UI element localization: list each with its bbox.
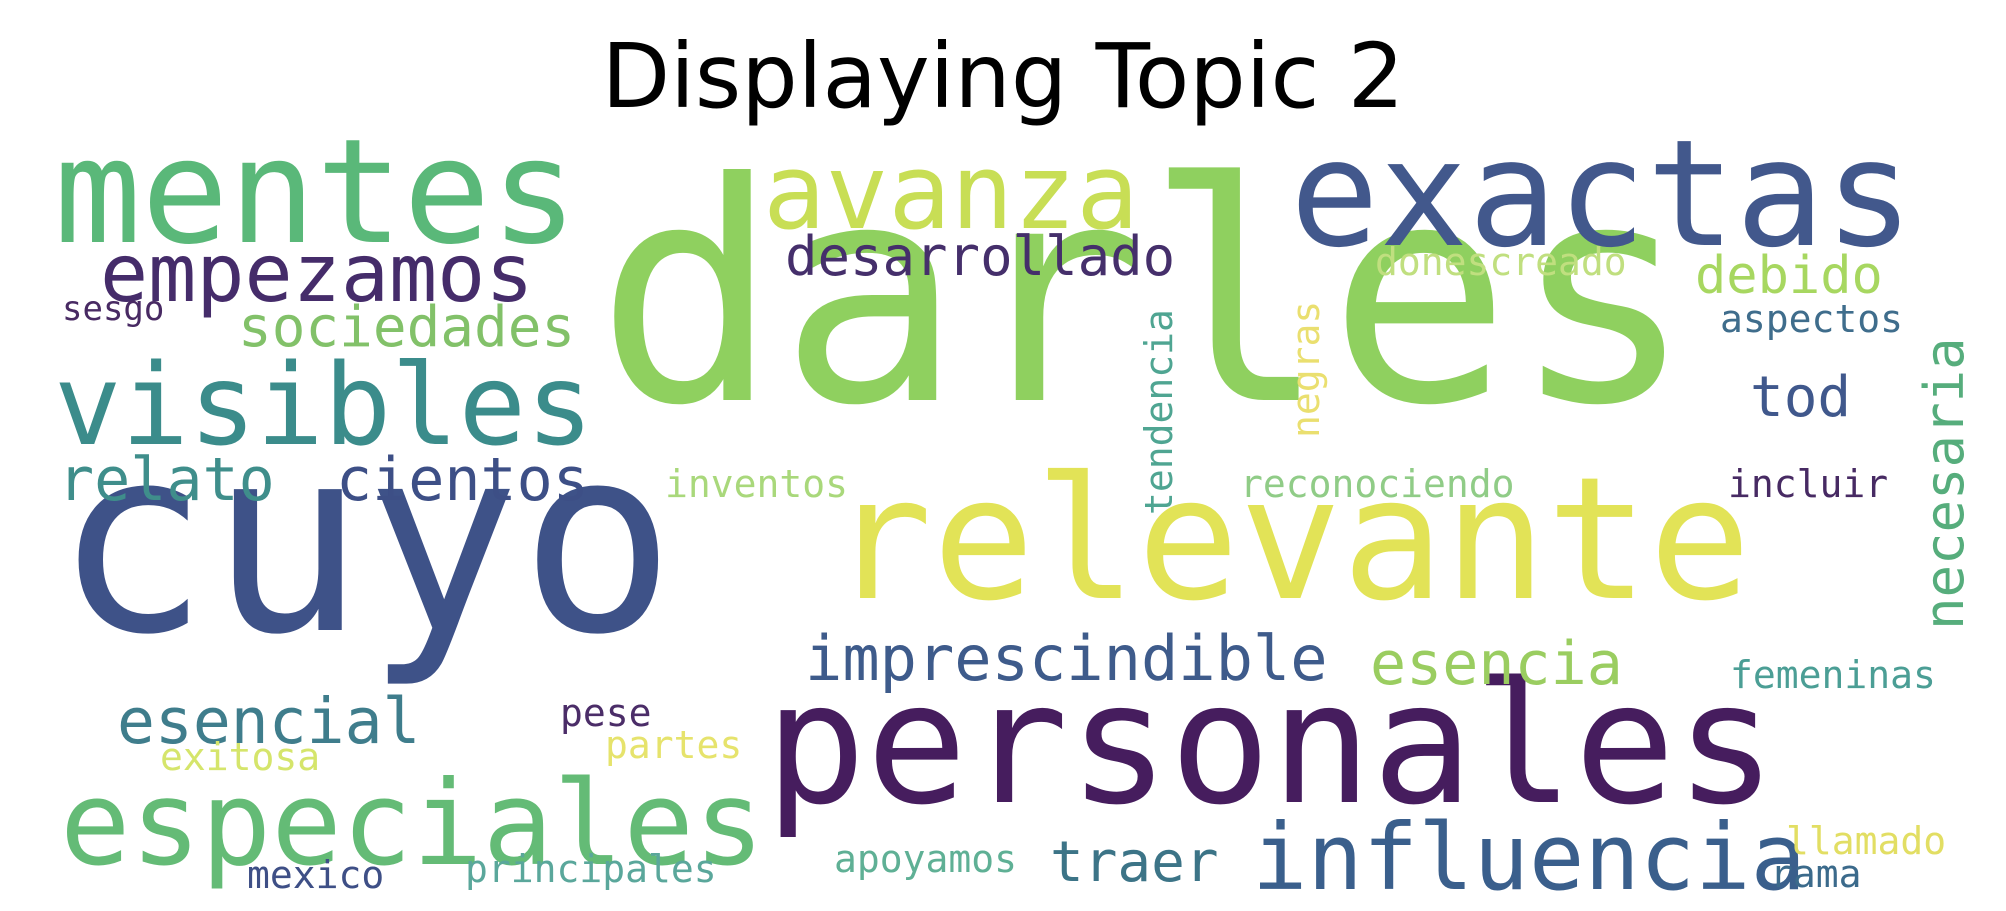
cloud-word-darles: darles	[596, 118, 1695, 472]
cloud-word-empezamos: empezamos	[100, 227, 534, 320]
cloud-word-cientos: cientos	[336, 445, 589, 515]
cloud-word-cuyo: cuyo	[54, 391, 676, 691]
cloud-word-relevante: relevante	[830, 441, 1752, 639]
cloud-word-avanza: avanza	[763, 131, 1139, 253]
cloud-word-mentes: mentes	[54, 108, 578, 277]
cloud-word-principales: principales	[465, 847, 717, 891]
cloud-word-debido: debido	[1695, 246, 1883, 306]
cloud-word-mexico: mexico	[247, 853, 385, 897]
cloud-word-partes: partes	[605, 723, 743, 767]
cloud-word-traer: traer	[1050, 830, 1219, 895]
cloud-word-personales: personales	[765, 646, 1777, 842]
cloud-word-desarrollado: desarrollado	[785, 225, 1176, 288]
chart-title: Displaying Topic 2	[601, 24, 1405, 128]
cloud-word-llamado: llamado	[1786, 819, 1947, 863]
cloud-word-negras: negras	[1284, 300, 1328, 438]
cloud-word-exactas: exactas	[1290, 108, 1914, 280]
cloud-word-rama: rama	[1770, 852, 1862, 896]
cloud-word-sesgo: sesgo	[62, 289, 165, 329]
cloud-word-reconociendo: reconociendo	[1240, 462, 1515, 506]
cloud-word-esencial: esencial	[117, 685, 421, 758]
cloud-word-esencia: esencia	[1370, 629, 1623, 699]
cloud-word-incluir: incluir	[1728, 462, 1889, 506]
cloud-word-tendencia: tendencia	[1137, 309, 1181, 515]
cloud-word-apoyamos: apoyamos	[834, 837, 1018, 881]
cloud-word-relato: relato	[58, 445, 275, 515]
cloud-word-imprescindible: imprescindible	[805, 622, 1328, 695]
cloud-word-influencia: influencia	[1252, 804, 1806, 911]
cloud-word-tod: tod	[1750, 365, 1852, 430]
cloud-word-donescreado: donescreado	[1375, 240, 1627, 284]
cloud-word-inventos: inventos	[665, 462, 849, 506]
cloud-word-exitosa: exitosa	[160, 735, 321, 779]
cloud-word-sociedades: sociedades	[238, 295, 576, 360]
cloud-word-visibles: visibles	[54, 341, 594, 471]
cloud-word-necesaria: necesaria	[1913, 337, 1976, 630]
cloud-word-femeninas: femeninas	[1730, 653, 1936, 697]
cloud-word-pese: pese	[560, 691, 652, 735]
cloud-word-especiales: especiales	[60, 755, 765, 892]
cloud-word-aspectos: aspectos	[1720, 297, 1904, 341]
